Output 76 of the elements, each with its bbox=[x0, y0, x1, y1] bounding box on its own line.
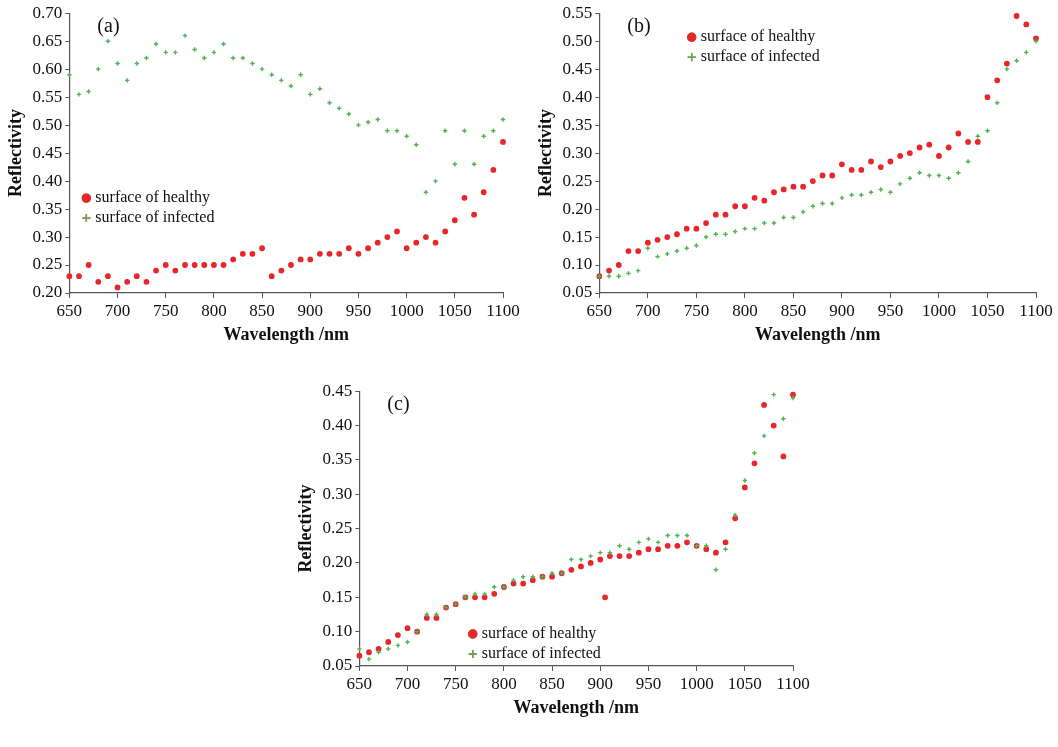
y-tick-label: 0.20 bbox=[322, 552, 353, 572]
x-axis-title: Wavelength /nm bbox=[754, 323, 881, 344]
y-tick-label: 0.50 bbox=[32, 114, 63, 134]
x-tick-label: 1050 bbox=[727, 673, 762, 693]
x-tick-label: 800 bbox=[491, 673, 517, 693]
legend-label: surface of healthy bbox=[700, 27, 816, 46]
y-tick-label: 0.35 bbox=[322, 449, 353, 469]
x-tick-label: 750 bbox=[442, 673, 469, 693]
x-tick-label: 650 bbox=[346, 673, 373, 693]
y-tick-label: 0.40 bbox=[322, 415, 353, 435]
x-tick-label: 1000 bbox=[679, 673, 714, 693]
legend-label: surface of healthy bbox=[481, 624, 597, 643]
y-axis-title: Reflectivity bbox=[535, 109, 556, 198]
y-tick-label: 0.15 bbox=[562, 226, 593, 246]
x-tick-label: 750 bbox=[683, 300, 710, 320]
y-tick-label: 0.05 bbox=[322, 655, 353, 675]
x-tick-label: 1100 bbox=[1019, 300, 1053, 320]
y-tick-label: 0.30 bbox=[322, 483, 353, 503]
y-axis-title: Reflectivity bbox=[5, 109, 26, 198]
x-tick-label: 650 bbox=[56, 300, 83, 320]
y-tick-label: 0.40 bbox=[32, 170, 63, 190]
y-tick-label: 0.45 bbox=[562, 58, 593, 78]
x-axis-title: Wavelength /nm bbox=[223, 323, 349, 344]
x-axis-title: Wavelength /nm bbox=[513, 696, 639, 717]
legend-label: surface of infected bbox=[700, 47, 820, 65]
x-tick-label: 700 bbox=[635, 300, 661, 320]
y-axis-title: Reflectivity bbox=[295, 484, 316, 573]
y-tick-label: 0.25 bbox=[322, 518, 353, 538]
y-tick-label: 0.55 bbox=[562, 2, 593, 22]
chart-title: (c) bbox=[387, 392, 410, 416]
x-tick-label: 850 bbox=[249, 300, 275, 320]
x-tick-label: 1050 bbox=[437, 300, 472, 320]
x-tick-label: 900 bbox=[587, 673, 614, 693]
y-tick-label: 0.20 bbox=[562, 198, 593, 218]
x-tick-label: 950 bbox=[877, 300, 904, 320]
y-tick-label: 0.30 bbox=[32, 226, 63, 246]
y-tick-label: 0.25 bbox=[32, 254, 63, 274]
chart-title: (a) bbox=[97, 14, 120, 38]
x-tick-label: 950 bbox=[345, 300, 372, 320]
x-tick-label: 850 bbox=[780, 300, 807, 320]
x-tick-label: 950 bbox=[635, 673, 662, 693]
y-tick-label: 0.10 bbox=[562, 254, 593, 274]
legend-label: surface of healthy bbox=[95, 188, 210, 207]
y-tick-label: 0.20 bbox=[32, 282, 63, 302]
x-tick-label: 1100 bbox=[776, 673, 810, 693]
y-tick-label: 0.60 bbox=[32, 58, 63, 78]
y-tick-label: 0.05 bbox=[562, 282, 593, 302]
x-tick-label: 800 bbox=[201, 300, 227, 320]
x-tick-label: 750 bbox=[152, 300, 179, 320]
x-tick-label: 900 bbox=[297, 300, 324, 320]
x-tick-label: 650 bbox=[586, 300, 613, 320]
chart-title: (b) bbox=[627, 14, 651, 38]
y-tick-label: 0.50 bbox=[562, 30, 593, 50]
y-tick-label: 0.35 bbox=[562, 114, 593, 134]
x-tick-label: 1000 bbox=[921, 300, 956, 320]
x-tick-label: 700 bbox=[104, 300, 131, 320]
y-tick-label: 0.70 bbox=[32, 2, 63, 22]
y-tick-label: 0.30 bbox=[562, 142, 593, 162]
x-tick-label: 1100 bbox=[486, 300, 520, 320]
y-tick-label: 0.10 bbox=[322, 621, 353, 641]
x-tick-label: 1050 bbox=[970, 300, 1005, 320]
y-tick-label: 0.15 bbox=[322, 586, 353, 606]
y-tick-label: 0.55 bbox=[32, 86, 63, 106]
x-tick-label: 700 bbox=[394, 673, 421, 693]
y-tick-label: 0.40 bbox=[562, 86, 593, 106]
legend-label: surface of infected bbox=[481, 644, 601, 662]
legend-label: surface of infected bbox=[95, 208, 215, 226]
x-tick-label: 900 bbox=[829, 300, 855, 320]
y-tick-label: 0.35 bbox=[32, 198, 63, 218]
y-tick-label: 0.45 bbox=[322, 380, 353, 400]
x-tick-label: 850 bbox=[539, 673, 565, 693]
x-tick-label: 1000 bbox=[389, 300, 424, 320]
y-tick-label: 0.25 bbox=[562, 170, 593, 190]
y-tick-label: 0.65 bbox=[32, 30, 63, 50]
y-tick-label: 0.45 bbox=[32, 142, 63, 162]
x-tick-label: 800 bbox=[732, 300, 758, 320]
